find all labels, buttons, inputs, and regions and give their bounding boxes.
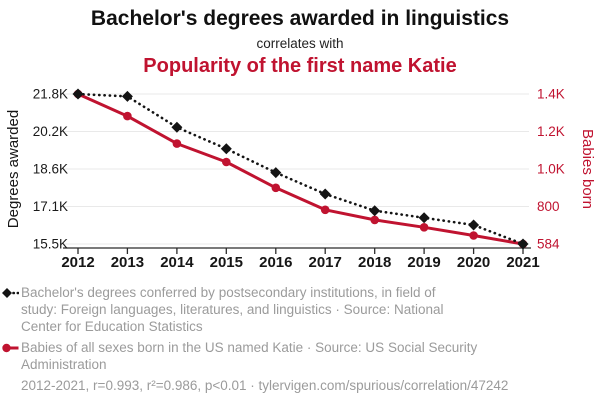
gridlines [64,93,529,245]
degrees-data-point [171,121,183,133]
red-circle-solid-line-icon [2,343,19,353]
x-tick-label: 2016 [259,254,292,271]
legend-text-katie: Babies of all sexes born in the US named… [21,339,558,373]
svg-text:20.2K: 20.2K [33,124,68,139]
degrees-data-point [418,212,430,224]
degrees-data-point [369,205,381,217]
chart-connector-text: correlates with [256,36,344,51]
degrees-data-point [319,188,331,200]
right-axis-title: Babies born [579,129,596,209]
katie-data-point [172,139,182,148]
x-tick-label: 2014 [160,254,194,271]
svg-text:800: 800 [537,199,560,214]
stats-citation: 2012-2021, r=0.993, r²=0.986, p<0.01 · t… [21,378,509,393]
chart-legend: Bachelor's degrees conferred by postseco… [2,284,558,394]
svg-text:1.2K: 1.2K [537,124,565,139]
katie-data-point [320,205,330,215]
spurious-correlation-figure: Bachelor's degrees awarded in linguistic… [0,0,600,393]
degrees-data-point [72,88,84,100]
x-tick-label: 2021 [506,254,539,271]
legend-text-line: Babies of all sexes born in the US named… [21,340,478,355]
left-axis-tick-labels: 21.8K 20.2K 18.6K 17.1K 15.5K [33,87,68,252]
degrees-data-point [121,90,133,102]
katie-data-point [419,223,429,232]
legend-text-line: study: Foreign languages, literatures, a… [21,302,444,317]
dual-axis-line-chart: 2012 2013 2014 2015 2016 2017 2018 2019 2020 2021… [5,87,596,272]
chart-header: Bachelor's degrees awarded in linguistic… [0,0,600,78]
katie-data-point [370,215,380,225]
svg-text:18.6K: 18.6K [33,162,68,177]
x-tick-label: 2018 [358,254,391,271]
svg-text:584: 584 [537,237,560,252]
x-axis: 2012 2013 2014 2015 2016 2017 2018 2019 2020 2021 [61,247,540,271]
svg-text:15.5K: 15.5K [33,237,68,252]
legend-text-line: Bachelor's degrees conferred by postseco… [21,285,436,300]
x-tick-label: 2017 [309,254,342,271]
x-tick-label: 2020 [457,254,490,271]
chart-title: Bachelor's degrees awarded in linguistic… [90,7,510,30]
legend-item-katie: Babies of all sexes born in the US named… [2,339,558,373]
x-tick-label: 2013 [111,254,144,271]
katie-data-point [271,183,281,193]
x-tick-label: 2019 [407,254,440,271]
svg-text:1.4K: 1.4K [537,87,565,102]
svg-text:21.8K: 21.8K [33,87,68,102]
legend-text-line: Center for Education Statistics [21,319,203,334]
legend-item-degrees: Bachelor's degrees conferred by postseco… [2,284,558,335]
degrees-data-point [468,219,480,231]
chart-subtitle: Popularity of the first name Katie [143,55,457,77]
x-tick-label: 2012 [61,254,94,271]
svg-text:1.0K: 1.0K [537,162,565,177]
left-axis-title: Degrees awarded [5,110,22,228]
x-tick-label: 2015 [210,254,243,271]
katie-data-point [123,111,132,121]
series-degrees [72,88,529,250]
legend-text-line: Administration [21,357,107,372]
katie-data-point [222,157,231,167]
legend-text-degrees: Bachelor's degrees conferred by postseco… [21,284,558,335]
degrees-data-point [517,238,529,250]
degrees-data-point [220,143,232,155]
katie-data-point [469,231,478,240]
svg-text:17.1K: 17.1K [33,199,68,214]
black-diamond-dotted-line-icon [2,288,19,298]
right-axis-tick-labels: 1.4K 1.2K 1.0K 800 584 [537,87,565,252]
degrees-data-point [270,167,282,179]
